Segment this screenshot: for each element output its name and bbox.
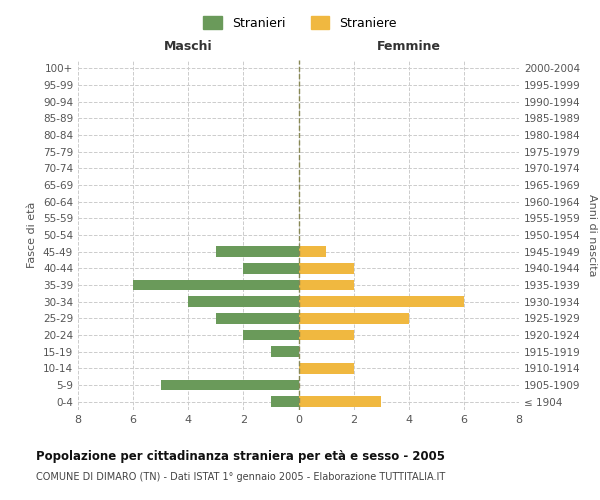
Text: Femmine: Femmine [377, 40, 441, 54]
Bar [271, 396, 299, 407]
Y-axis label: Fasce di età: Fasce di età [28, 202, 37, 268]
Text: Popolazione per cittadinanza straniera per età e sesso - 2005: Popolazione per cittadinanza straniera p… [36, 450, 445, 463]
Bar [299, 263, 353, 274]
Bar [133, 280, 299, 290]
Bar [299, 330, 353, 340]
Bar [299, 363, 353, 374]
Bar [299, 280, 353, 290]
Bar [216, 246, 299, 257]
Bar [299, 296, 464, 307]
Bar [216, 313, 299, 324]
Bar [244, 263, 299, 274]
Y-axis label: Anni di nascita: Anni di nascita [587, 194, 597, 276]
Bar [271, 346, 299, 357]
Bar [299, 396, 381, 407]
Bar [299, 313, 409, 324]
Legend: Stranieri, Straniere: Stranieri, Straniere [198, 11, 402, 35]
Bar [244, 330, 299, 340]
Text: COMUNE DI DIMARO (TN) - Dati ISTAT 1° gennaio 2005 - Elaborazione TUTTITALIA.IT: COMUNE DI DIMARO (TN) - Dati ISTAT 1° ge… [36, 472, 445, 482]
Bar [188, 296, 299, 307]
Text: Maschi: Maschi [164, 40, 212, 54]
Bar [161, 380, 299, 390]
Bar [299, 246, 326, 257]
